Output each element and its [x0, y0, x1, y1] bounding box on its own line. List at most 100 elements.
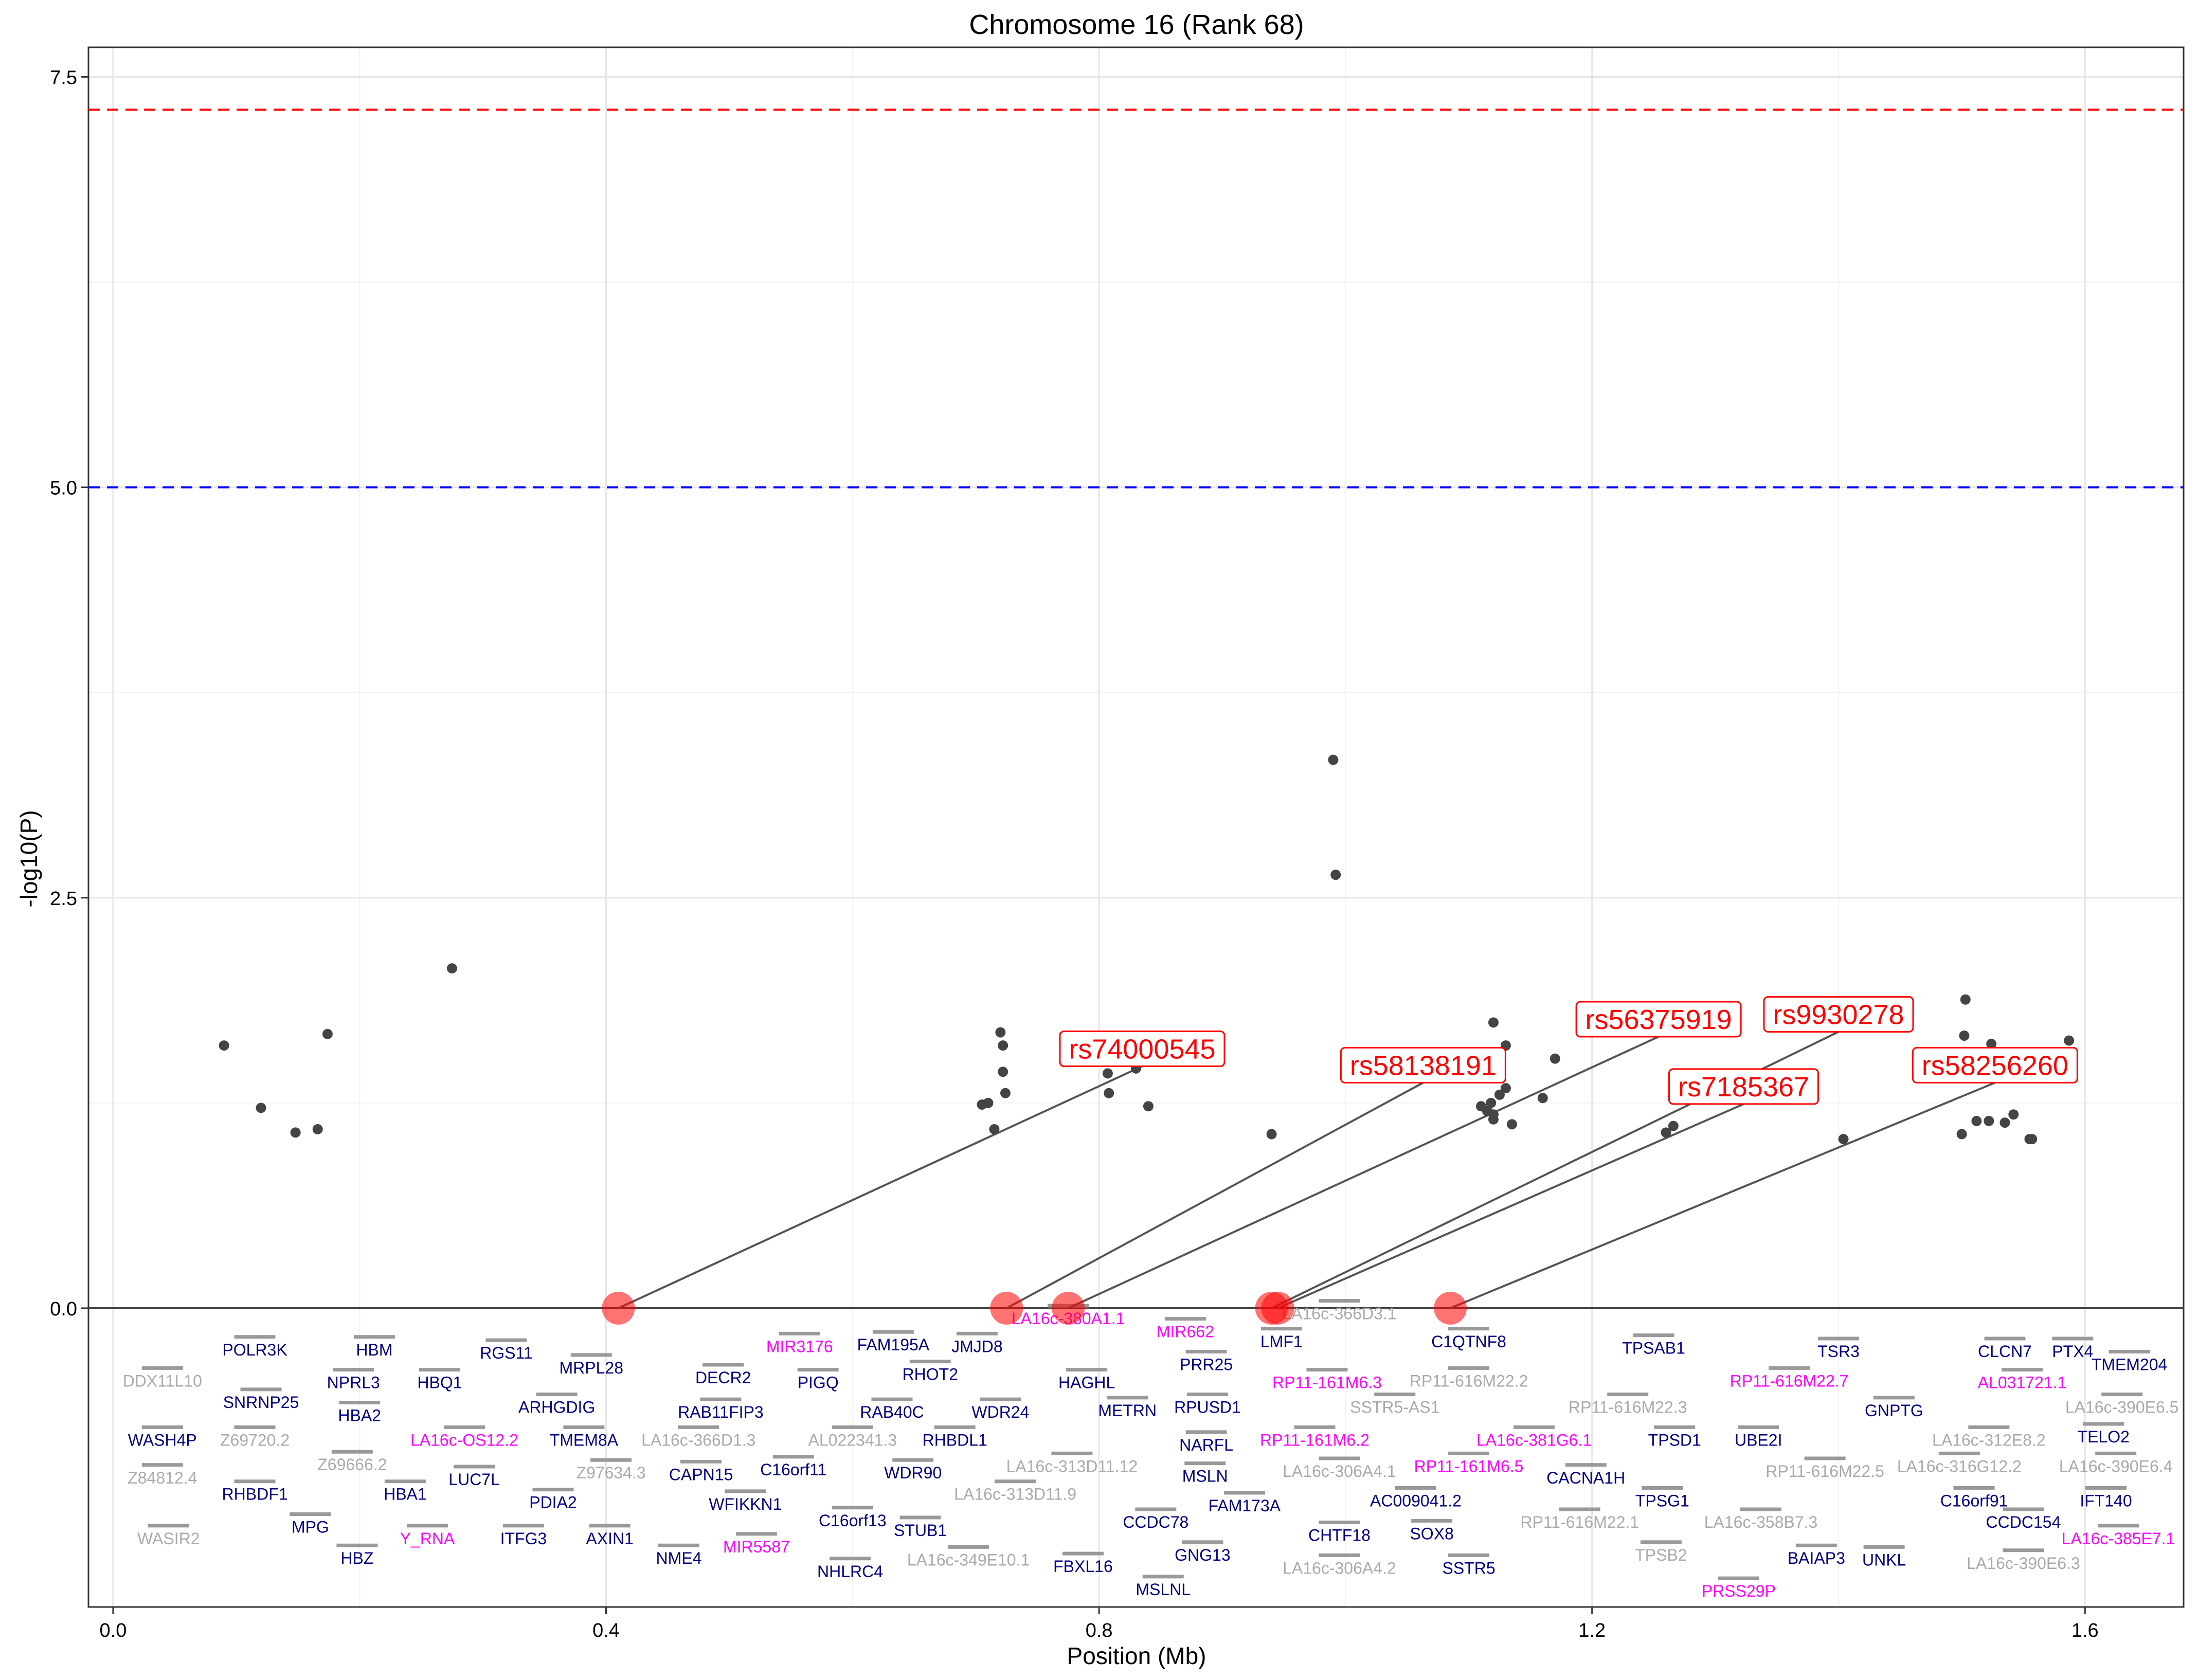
data-point — [1500, 1083, 1511, 1094]
gene-label: RP11-161M6.5 — [1414, 1457, 1524, 1475]
gene-label: FAM173A — [1209, 1496, 1281, 1515]
data-point — [1999, 1117, 2010, 1128]
data-point — [989, 1124, 1000, 1134]
gene-label: WASH4P — [128, 1431, 197, 1449]
gene-track: DDX11L10 POLR3K HBM NPRL3 HBQ1 RGS11 MRPL28 DEC… — [123, 1299, 2179, 1600]
gene-label: RHBDF1 — [222, 1485, 288, 1504]
data-point — [1494, 1089, 1505, 1100]
gene-label: ARHGDIG — [518, 1398, 595, 1416]
gene-label: PIGQ — [798, 1374, 839, 1392]
gene-label: NME4 — [656, 1549, 701, 1567]
snp-label: rs74000545 — [1069, 1034, 1215, 1065]
data-points — [219, 754, 2075, 1325]
gene-label: LA16c-316G12.2 — [1897, 1457, 2022, 1475]
gene-label: AL022341.3 — [808, 1431, 897, 1449]
data-point — [2008, 1109, 2019, 1120]
gene-label: C16orf91 — [1940, 1491, 2008, 1510]
data-point — [1104, 1088, 1114, 1098]
gene-label: LA16c-390E6.3 — [1967, 1554, 2080, 1573]
gene-label: WDR24 — [971, 1403, 1029, 1421]
gene-label: NARFL — [1179, 1436, 1233, 1454]
gene-label: GNG13 — [1175, 1546, 1230, 1564]
gene-label: METRN — [1098, 1401, 1157, 1420]
gene-label: Z69720.2 — [220, 1431, 290, 1449]
gene-label: PRSS29P — [1702, 1582, 1776, 1600]
x-tick-label: 1.2 — [1578, 1620, 1606, 1641]
gene-label: AC009041.2 — [1370, 1491, 1462, 1510]
gene-label: CAPN15 — [669, 1465, 733, 1484]
snp-label: rs58138191 — [1350, 1050, 1497, 1081]
gene-label: LA16c-385E7.1 — [2062, 1529, 2175, 1548]
gene-label: UNKL — [1862, 1550, 1906, 1569]
x-axis-label: Position (Mb) — [1067, 1642, 1206, 1669]
gene-label: RGS11 — [480, 1344, 533, 1362]
gene-label: RP11-616M22.2 — [1410, 1371, 1528, 1390]
y-axis-label: -log10(P) — [15, 810, 42, 907]
gene-label: TMEM204 — [2092, 1355, 2168, 1374]
snp-label-box — [1912, 1046, 2078, 1083]
snp-label-box — [1059, 1031, 1226, 1068]
gene-label: Z69666.2 — [317, 1455, 387, 1474]
gene-label: POLR3K — [222, 1341, 287, 1359]
data-point — [998, 1067, 1008, 1077]
data-point — [1668, 1121, 1679, 1131]
gene-label: RP11-616M22.7 — [1730, 1371, 1849, 1390]
gene-label: HBQ1 — [417, 1374, 462, 1392]
gene-label: RP11-616M22.1 — [1520, 1513, 1639, 1531]
axes: 0.0 0.4 0.8 1.2 1.6 0.0 2.5 5.0 7.5 — [50, 67, 2099, 1641]
snp-labels: rs74000545 rs58138191 rs56375919 rs9930278 r… — [1059, 996, 2078, 1105]
gene-label: MPG — [292, 1518, 329, 1537]
gene-label: LA16c-390E6.5 — [2065, 1398, 2179, 1416]
snp-label: rs56375919 — [1585, 1004, 1732, 1035]
gene-label: SSTR5-AS1 — [1350, 1398, 1439, 1416]
x-tick-label: 0.8 — [1086, 1620, 1113, 1641]
gene-label: RHOT2 — [903, 1365, 958, 1384]
data-point — [983, 1097, 994, 1108]
data-point — [1550, 1053, 1560, 1064]
plot-frame — [87, 46, 2185, 1608]
y-tick-label: 5.0 — [50, 478, 77, 499]
data-point — [290, 1127, 301, 1138]
gene-label: MIR5587 — [723, 1538, 790, 1556]
data-point — [312, 1124, 323, 1134]
gene-label: SNRNP25 — [223, 1393, 299, 1412]
gene-label: PTX4 — [2052, 1342, 2093, 1361]
gene-label: MSLNL — [1136, 1580, 1191, 1599]
gene-label: CACNA1H — [1546, 1469, 1625, 1487]
gene-label: AXIN1 — [586, 1529, 633, 1548]
x-tick-label: 0.0 — [100, 1620, 127, 1641]
gene-label: LA16c-349E10.1 — [907, 1550, 1030, 1569]
x-tick-label: 1.6 — [2071, 1620, 2099, 1641]
y-tick-label: 2.5 — [50, 888, 77, 910]
gene-label: LA16c-313D11.9 — [954, 1485, 1076, 1504]
gene-label: MSLN — [1182, 1467, 1228, 1486]
threshold-lines — [88, 109, 2184, 1309]
data-point — [1838, 1134, 1849, 1145]
gene-label: TPSG1 — [1635, 1491, 1689, 1510]
gene-label: PDIA2 — [529, 1493, 576, 1512]
gene-label: LA16c-312E8.2 — [1932, 1431, 2046, 1449]
gene-label: HBZ — [340, 1549, 373, 1567]
gene-label: Z97634.3 — [576, 1464, 645, 1482]
highlighted-snp-point — [1052, 1291, 1085, 1325]
gene-label: AL031721.1 — [1978, 1374, 2067, 1392]
gene-label: CHTF18 — [1308, 1526, 1371, 1545]
snp-label-box — [1668, 1068, 1819, 1105]
gene-label: NHLRC4 — [817, 1562, 883, 1581]
gene-label: HAGHL — [1058, 1374, 1115, 1392]
gene-label: CCDC78 — [1123, 1513, 1188, 1531]
highlighted-snp-point — [1261, 1291, 1294, 1325]
data-point — [1330, 870, 1341, 880]
data-point — [1266, 1129, 1277, 1140]
gene-label: RAB40C — [860, 1403, 924, 1421]
gene-label: FBXL16 — [1053, 1557, 1113, 1576]
data-point — [1956, 1129, 1967, 1140]
gene-label: RAB11FIP3 — [678, 1403, 764, 1421]
snp-connector — [618, 1065, 1143, 1309]
y-tick-label: 0.0 — [50, 1298, 77, 1320]
gene-label: LA16c-358B7.3 — [1704, 1513, 1818, 1531]
gene-label: TPSB2 — [1635, 1546, 1687, 1564]
data-point — [1959, 1030, 1970, 1041]
data-point — [1143, 1101, 1154, 1112]
gene-label: LMF1 — [1260, 1332, 1303, 1351]
